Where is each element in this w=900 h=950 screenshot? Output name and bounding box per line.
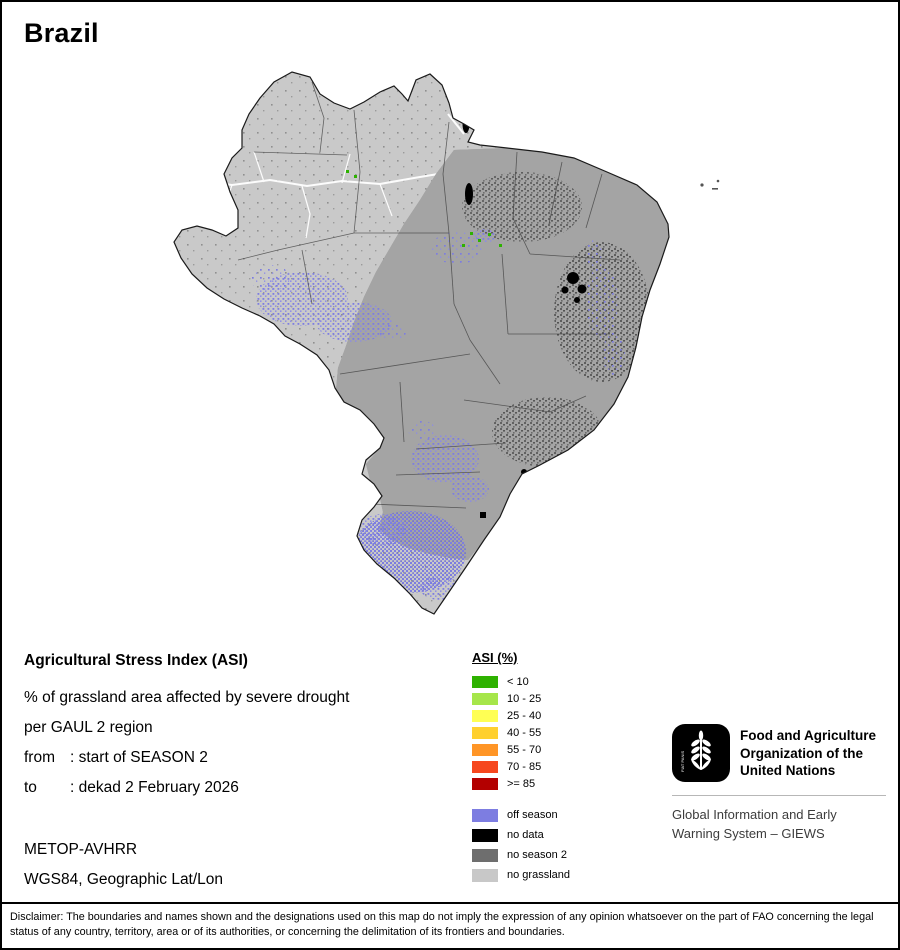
asi-heading: Agricultural Stress Index (ASI) [24,652,248,669]
asi-subtitle-1: % of grassland area affected by severe d… [24,689,350,706]
legend-label: >= 85 [507,777,536,790]
sensor-name: METOP-AVHRR [24,841,138,858]
legend-label: no data [507,829,544,841]
legend-row: no season 2 [472,845,642,865]
giews-line2: Warning System – GIEWS [672,826,825,841]
legend-row: < 10 [472,673,642,690]
wheat-icon [691,730,711,770]
legend-swatch [472,777,498,790]
legend-swatch [472,868,498,882]
org-name-line1: Food and Agriculture [740,728,876,743]
page-title: Brazil [24,18,99,48]
legend-swatch [472,709,498,722]
to-label: to [24,779,37,796]
branding-divider [672,795,886,796]
legend-extra-group: off season no data no season 2 no grassl… [472,805,642,885]
legend-title: ASI (%) [472,650,518,665]
fao-branding: FIAT PANIS Food and Agriculture Organiza… [672,724,886,843]
legend-label: 10 - 25 [507,692,542,705]
giews-line1: Global Information and Early [672,807,837,822]
legend-swatch [472,760,498,773]
to-value: : dekad 2 February 2026 [70,779,239,796]
legend: ASI (%) < 10 10 - 25 25 - 40 40 - 55 55 … [472,650,642,885]
fao-logo-motto: FIAT PANIS [680,751,685,772]
legend-row: 70 - 85 [472,758,642,775]
legend-label: no grassland [507,869,570,881]
legend-row: >= 85 [472,775,642,792]
org-name-line2: Organization of the [740,745,863,761]
legend-swatch [472,726,498,739]
disclaimer-text: Disclaimer: The boundaries and names sho… [10,911,874,938]
from-label: from [24,749,55,766]
legend-row: 10 - 25 [472,690,642,707]
legend-row: 55 - 70 [472,741,642,758]
footer-divider [2,902,898,904]
legend-label: no season 2 [507,849,567,861]
legend-swatch [472,808,498,822]
legend-row: 25 - 40 [472,707,642,724]
from-value: : start of SEASON 2 [70,749,208,766]
org-name: Food and Agriculture Organization of the… [740,724,876,780]
legend-label: 25 - 40 [507,709,542,722]
giews-caption: Global Information and Early Warning Sys… [672,805,886,843]
period-to: to : dekad 2 February 2026 [24,779,239,797]
legend-row: no data [472,825,642,845]
projection-name: WGS84, Geographic Lat/Lon [24,871,224,888]
legend-label: < 10 [507,675,529,688]
fao-logo: FIAT PANIS [672,724,730,782]
legend-swatch [472,692,498,705]
legend-label: off season [507,809,558,821]
legend-swatch [472,743,498,756]
legend-row: off season [472,805,642,825]
legend-row: no grassland [472,865,642,885]
off-season-patches [250,229,625,600]
legend-label: 55 - 70 [507,743,542,756]
asi-subtitle-2: per GAUL 2 region [24,719,153,736]
asi-green-specks [346,170,502,247]
admin-boundaries [237,81,621,509]
coastline [173,71,670,615]
legend-label: 70 - 85 [507,760,542,773]
period-from: from : start of SEASON 2 [24,749,208,767]
offshore-islands [700,179,720,190]
org-name-line3: United Nations [740,763,836,778]
legend-swatch [472,828,498,842]
legend-swatch [472,675,498,688]
legend-swatch [472,848,498,862]
legend-label: 40 - 55 [507,726,542,739]
legend-row: 40 - 55 [472,724,642,741]
